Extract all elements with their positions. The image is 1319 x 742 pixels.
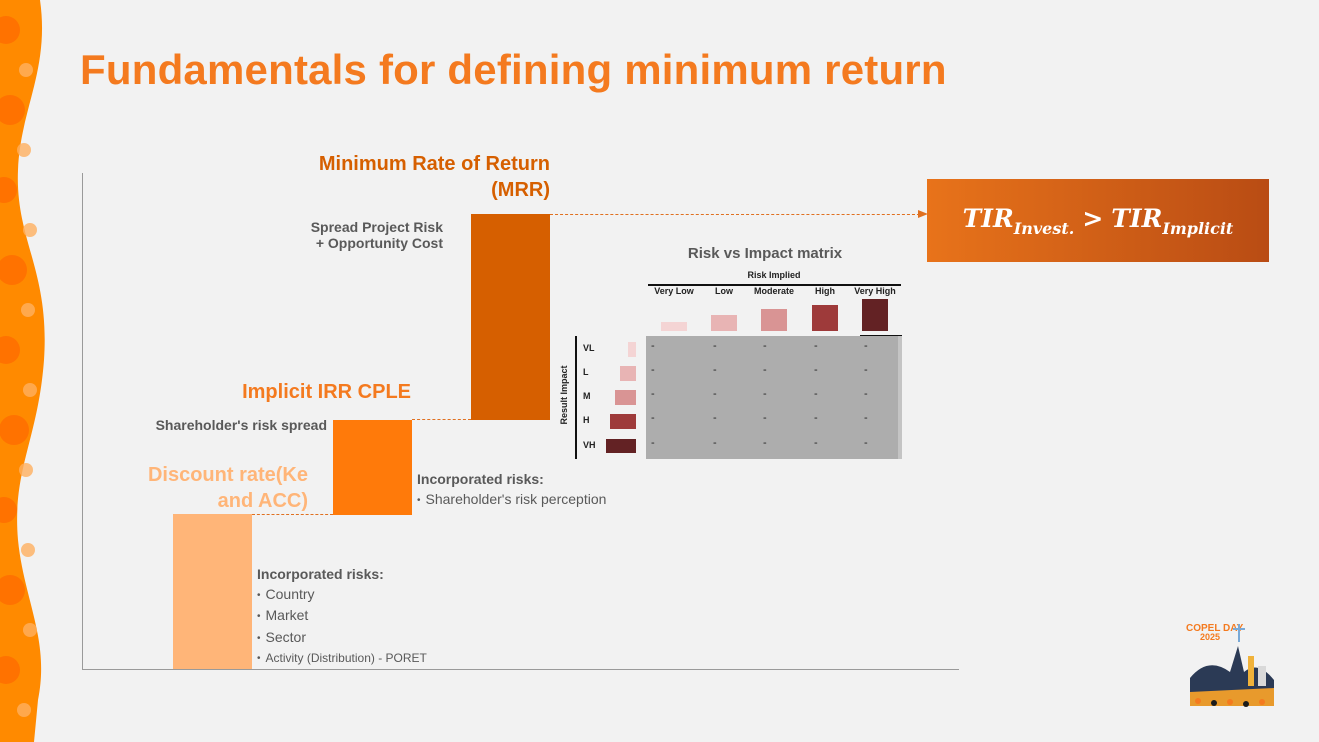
matrix-left-rule (575, 336, 577, 459)
matrix-cell: - (651, 412, 655, 424)
discount-rate-title: Discount rate(Ke and ACC) (147, 464, 308, 512)
discount-risk-item: Market (257, 606, 427, 628)
discount-risk-item: Sector (257, 628, 427, 650)
matrix-cell: - (864, 364, 868, 376)
matrix-cell: - (814, 364, 818, 376)
svg-text:2025: 2025 (1200, 632, 1220, 642)
matrix-cell: - (814, 388, 818, 400)
matrix-row-label: VH (583, 440, 596, 450)
implicit-risk-item: Shareholder's risk perception (417, 490, 607, 512)
discount-risk-item: Country (257, 585, 427, 607)
matrix-row-scale (604, 336, 638, 459)
matrix-row-scale-bar (615, 390, 636, 405)
matrix-cell: - (763, 437, 767, 449)
matrix-row-label: H (583, 415, 590, 425)
matrix-row-scale-bar (606, 439, 636, 453)
matrix-x-axis-label: Risk Implied (747, 270, 801, 280)
matrix-cell: - (814, 437, 818, 449)
matrix-column-header: Very Low (654, 286, 694, 296)
matrix-column-scale (646, 298, 902, 332)
matrix-cell: - (763, 412, 767, 424)
matrix-cell: - (864, 340, 868, 352)
matrix-column-header: Moderate (753, 286, 794, 296)
matrix-cell: - (651, 437, 655, 449)
matrix-cell: - (651, 364, 655, 376)
matrix-column-scale-bar (661, 322, 687, 331)
matrix-grid-edge (898, 336, 902, 459)
matrix-cell: - (651, 340, 655, 352)
diagram-vertical-axis (82, 173, 83, 670)
page-title: Fundamentals for defining minimum return (80, 46, 947, 93)
matrix-column-header: Low (715, 286, 733, 296)
matrix-column-header: Very High (854, 286, 896, 296)
svg-text:COPEL DAY: COPEL DAY (1186, 623, 1244, 634)
matrix-cell: - (814, 412, 818, 424)
connector-mrr-to-tir (550, 214, 920, 215)
matrix-cell: - (864, 412, 868, 424)
matrix-cell: - (713, 437, 717, 449)
implicit-risks-list: Incorporated risks: Shareholder's risk p… (417, 470, 606, 511)
tir-formula: TIRInvest. > TIRImplicit (962, 203, 1234, 238)
discount-risk-item: Activity (Distribution) - PORET (257, 649, 427, 670)
matrix-column-scale-bar (862, 299, 888, 331)
matrix-column-header: High (815, 286, 835, 296)
mrr-bar (471, 214, 550, 420)
connector-implicit-to-mrr (412, 419, 471, 420)
discount-risks-header: Incorporated risks: (257, 566, 384, 582)
matrix-cell: - (651, 388, 655, 400)
implicit-irr-bar (333, 420, 412, 515)
tir-comparison-box: TIRInvest. > TIRImplicit (927, 179, 1269, 262)
matrix-title: Risk vs Impact matrix (687, 245, 843, 262)
matrix-cell: - (713, 340, 717, 352)
arrow-head-icon (918, 210, 928, 218)
project-spread-label-line1: Spread Project Risk (310, 219, 443, 235)
matrix-cell: - (763, 364, 767, 376)
matrix-cell: - (864, 437, 868, 449)
decorative-wave-border (0, 0, 45, 742)
matrix-cell: - (713, 412, 717, 424)
matrix-cell: - (814, 340, 818, 352)
matrix-row-scale-bar (628, 342, 636, 357)
project-spread-label-line2: + Opportunity Cost (315, 235, 443, 251)
matrix-y-axis-label: Result Impact (559, 365, 569, 425)
implicit-risks-header: Incorporated risks: (417, 471, 544, 487)
connector-discount-to-implicit (252, 514, 333, 515)
shareholder-spread-label: Shareholder's risk spread (155, 417, 327, 433)
mrr-title: Minimum Rate of Return (MRR) (318, 153, 550, 201)
diagram-horizontal-axis (82, 669, 959, 670)
matrix-row-label: L (583, 367, 589, 377)
matrix-row-labels: VL L M H VH (577, 336, 607, 459)
risk-matrix-grid: - - - - - - - - - - - - - - - - - - - - - - - - - (646, 336, 898, 459)
matrix-row-label: VL (583, 343, 595, 353)
matrix-top-rule (648, 284, 901, 286)
matrix-cell: - (713, 388, 717, 400)
copel-day-logo: COPEL DAY 2025 (1186, 623, 1274, 707)
matrix-cell: - (713, 364, 717, 376)
matrix-column-scale-bar (812, 305, 838, 331)
matrix-row-scale-bar (610, 414, 636, 429)
matrix-column-scale-bar (761, 309, 787, 331)
matrix-cell: - (763, 340, 767, 352)
matrix-cell: - (763, 388, 767, 400)
implicit-irr-title: Implicit IRR CPLE (242, 381, 411, 403)
matrix-row-scale-bar (620, 366, 636, 381)
matrix-cell: - (864, 388, 868, 400)
discount-risks-list: Incorporated risks: Country Market Secto… (257, 565, 427, 670)
matrix-column-headers: Very Low Low Moderate High Very High (646, 286, 902, 300)
discount-rate-bar (173, 514, 252, 669)
matrix-row-label: M (583, 391, 591, 401)
matrix-column-scale-bar (711, 315, 737, 331)
